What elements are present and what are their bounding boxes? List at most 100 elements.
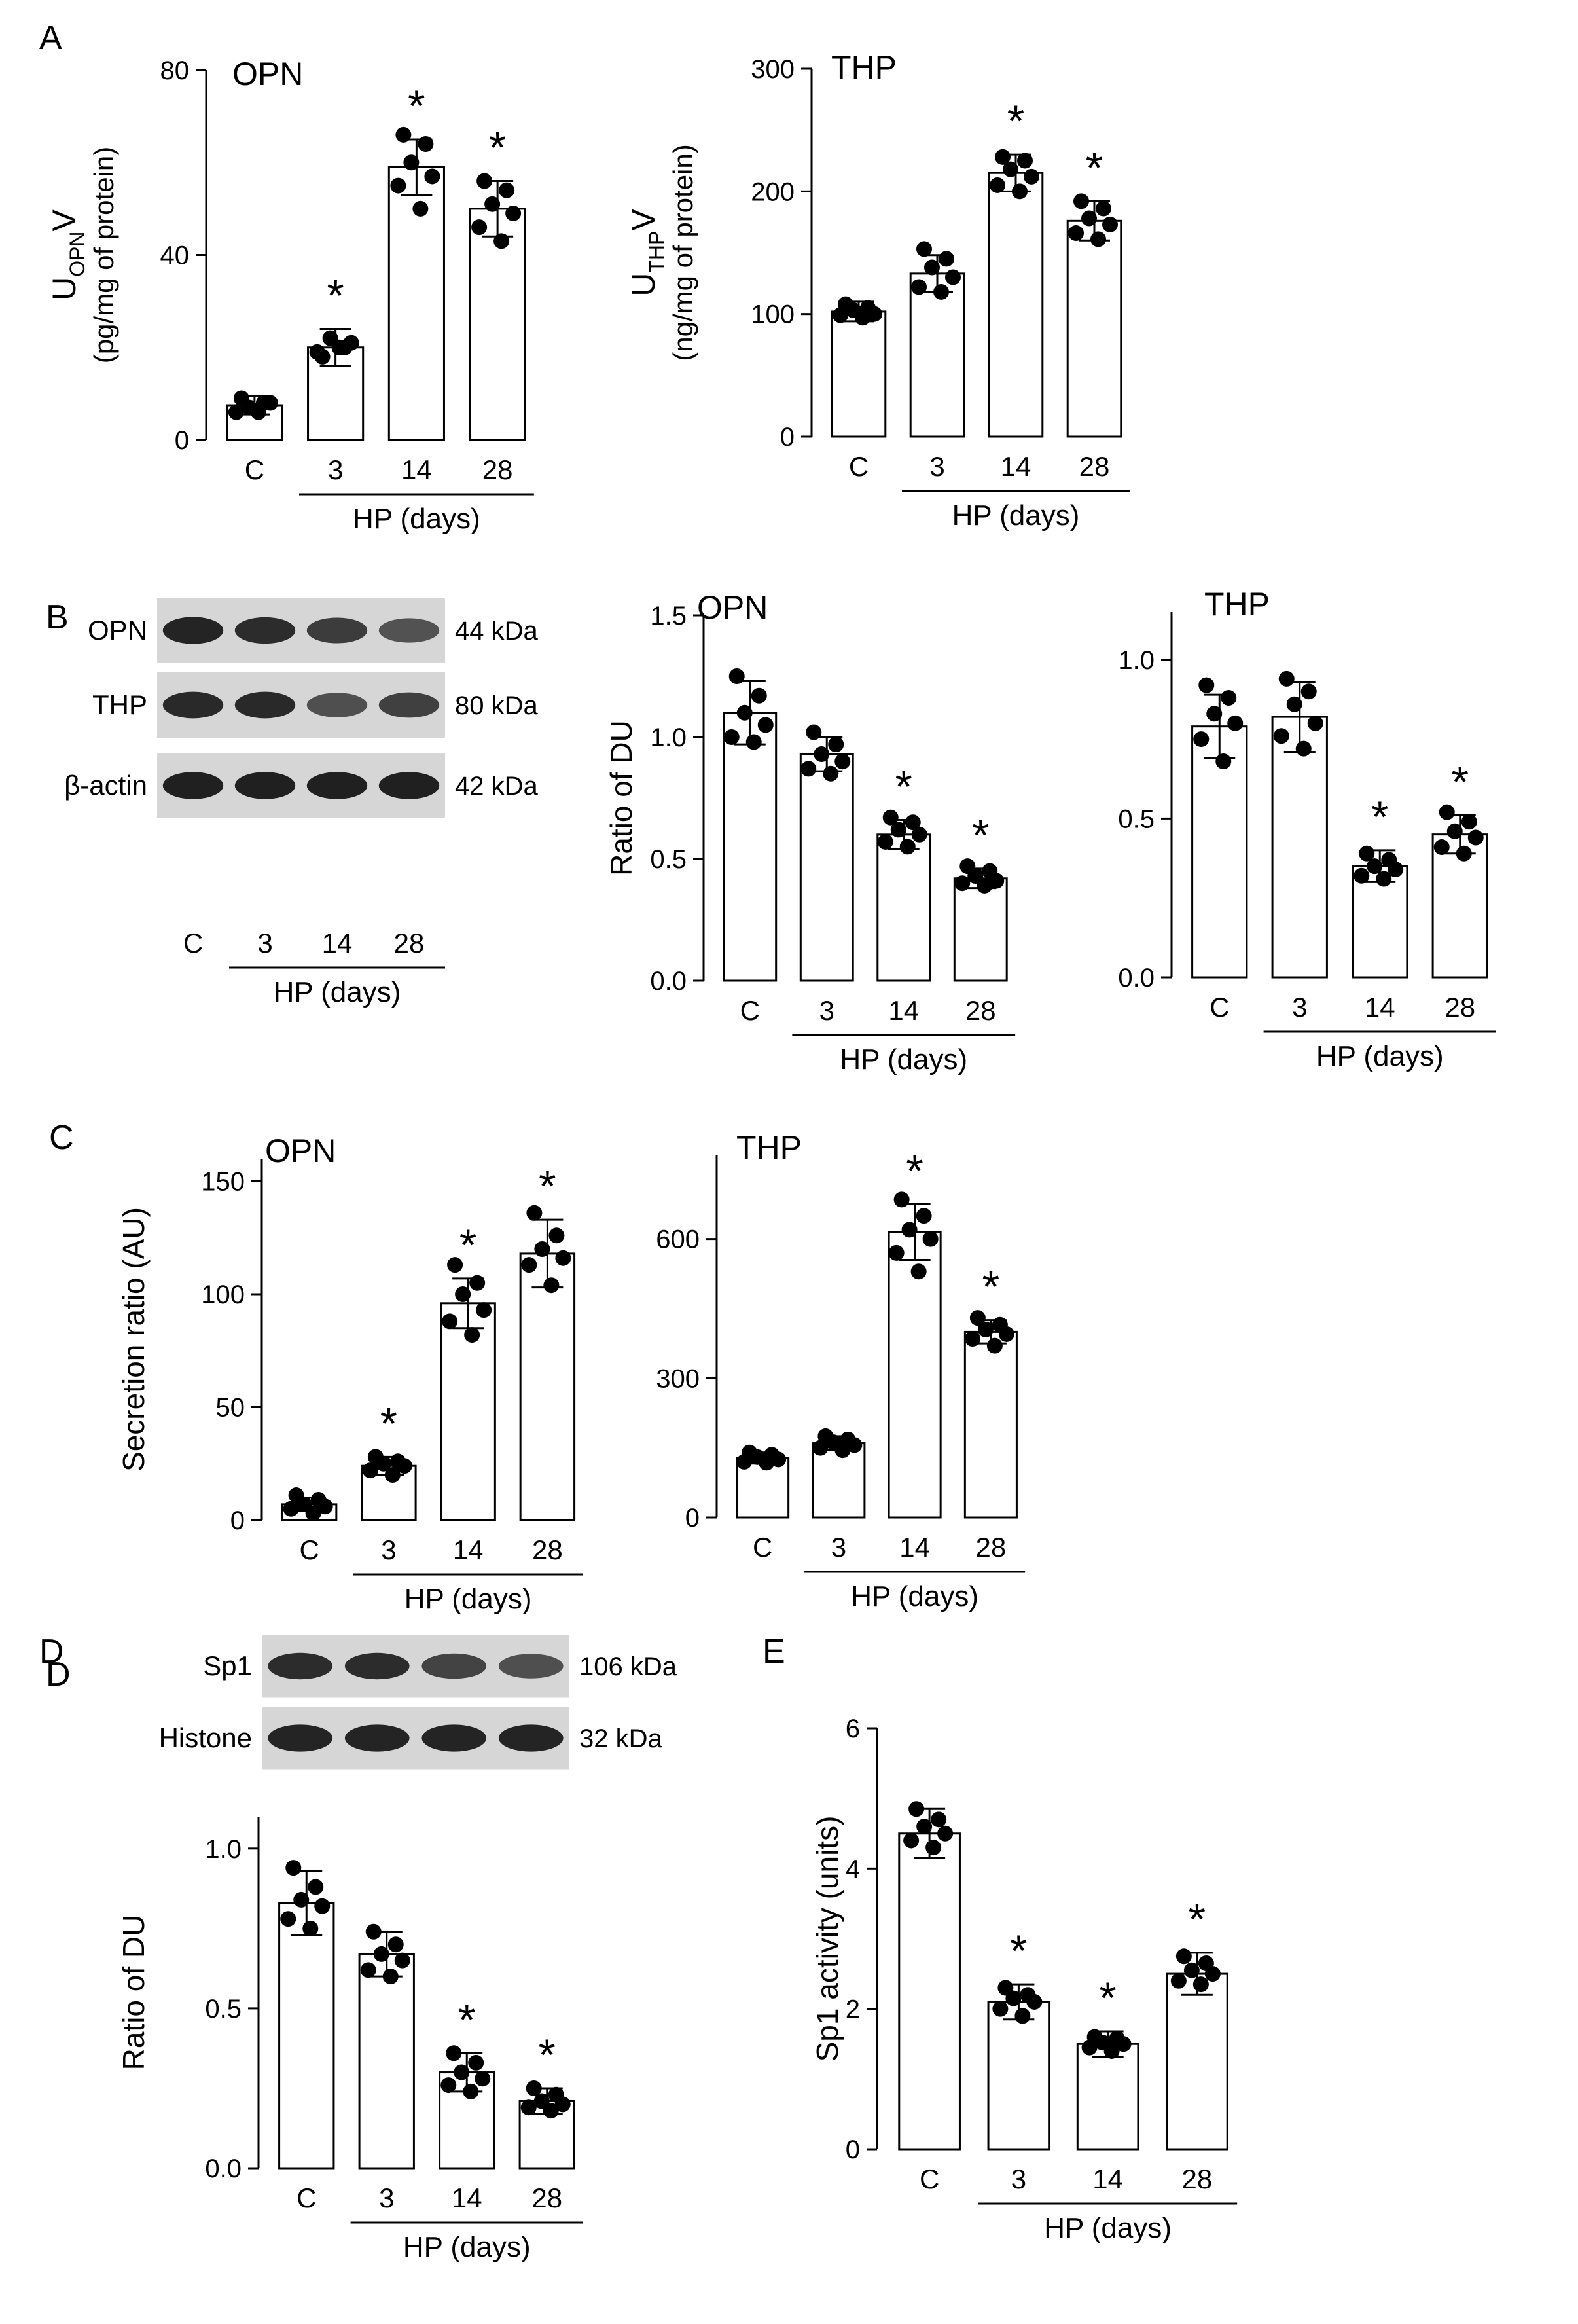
data-point xyxy=(969,1310,986,1326)
x-tick-label: 28 xyxy=(1444,992,1475,1023)
x-tick-label: 14 xyxy=(1001,451,1031,482)
x-tick-label: 14 xyxy=(401,454,432,485)
data-point xyxy=(442,1313,458,1330)
data-point xyxy=(373,1946,389,1962)
data-point xyxy=(846,1437,863,1453)
data-point xyxy=(1446,823,1463,839)
blot-band xyxy=(234,691,296,719)
data-point xyxy=(1193,731,1210,748)
data-point xyxy=(555,1250,571,1266)
y-tick-label: 0 xyxy=(685,1504,700,1533)
lane-label: 3 xyxy=(257,928,272,958)
data-point xyxy=(911,279,927,295)
bar xyxy=(876,833,931,982)
data-point xyxy=(403,154,420,171)
data-point xyxy=(995,149,1011,165)
data-point xyxy=(454,2064,470,2080)
data-point xyxy=(916,1208,932,1224)
y-tick-label: 50 xyxy=(216,1394,245,1423)
data-point xyxy=(1073,193,1089,209)
data-point xyxy=(814,746,830,763)
significance-star: * xyxy=(1452,757,1469,807)
y-tick-label: 200 xyxy=(751,177,795,206)
data-point xyxy=(833,307,848,323)
data-point xyxy=(1026,1993,1043,2010)
data-point xyxy=(463,2083,479,2099)
y-tick-label: 1.0 xyxy=(650,723,687,752)
blot-band xyxy=(234,617,296,644)
y-tick-label: 0.5 xyxy=(650,845,687,874)
y-tick-label: 80 xyxy=(160,56,190,85)
y-tick-label: 1.5 xyxy=(650,602,687,630)
data-point xyxy=(390,177,406,194)
x-tick-label: 3 xyxy=(1011,2164,1026,2194)
data-point xyxy=(412,200,429,217)
y-tick-label: 40 xyxy=(160,242,190,270)
y-tick-label: 0 xyxy=(175,426,189,455)
bar xyxy=(278,1902,335,2170)
data-point xyxy=(308,1879,324,1895)
data-point xyxy=(285,1860,302,1876)
data-point xyxy=(931,1811,947,1828)
panel-letter: B xyxy=(0,0,23,8)
data-point xyxy=(455,1286,471,1302)
x-tick-label: C xyxy=(1210,992,1229,1023)
data-point xyxy=(1005,1990,1022,2006)
y-tick-label: 100 xyxy=(751,300,795,329)
data-point xyxy=(1295,740,1312,757)
group-label: HP (days) xyxy=(1316,1040,1444,1072)
data-point xyxy=(954,875,971,892)
data-point xyxy=(770,1451,787,1468)
data-point xyxy=(867,306,882,322)
group-label: HP (days) xyxy=(404,1583,532,1615)
data-point xyxy=(933,283,949,300)
blot-size-label: 80 kDa xyxy=(455,691,538,720)
panel-letter: E xyxy=(762,1633,785,1671)
x-tick-label: 3 xyxy=(831,1532,846,1563)
x-tick-label: C xyxy=(299,1534,319,1565)
data-point xyxy=(1433,839,1450,856)
data-point xyxy=(899,839,916,855)
y-axis-label: Secretion ratio (AU) xyxy=(117,1207,151,1472)
y-tick-label: 150 xyxy=(201,1168,245,1197)
significance-star: * xyxy=(459,1220,476,1270)
x-tick-label: C xyxy=(849,451,869,482)
significance-star: * xyxy=(1010,1926,1027,1976)
x-tick-label: C xyxy=(296,2183,316,2213)
data-point xyxy=(910,1263,927,1280)
data-point xyxy=(1307,715,1323,731)
data-point xyxy=(1367,858,1383,875)
data-point xyxy=(828,736,844,753)
x-tick-label: 3 xyxy=(819,995,834,1026)
y-axis-label: Sp1 activity (units) xyxy=(810,1816,844,2062)
blot-row-label: THP xyxy=(92,689,147,720)
chart-panel: A 0 40 80 UOPNV (pg/mg of protein) OPN C * 3 * 14 * 2… xyxy=(39,19,534,535)
group-label: HP (days) xyxy=(952,499,1080,532)
data-point xyxy=(1215,753,1232,770)
data-point xyxy=(939,251,954,267)
blot-row-label: OPN xyxy=(88,615,147,645)
data-point xyxy=(305,1505,321,1521)
data-point xyxy=(548,1227,565,1244)
blot-band xyxy=(378,618,440,643)
y-axis-sublabel: (ng/mg of protein) xyxy=(668,144,698,361)
bar xyxy=(1271,716,1328,979)
data-point xyxy=(751,687,767,704)
data-point xyxy=(375,1455,391,1472)
data-point xyxy=(394,1952,410,1969)
data-point xyxy=(471,219,488,236)
data-point xyxy=(800,761,817,777)
x-tick-label: 28 xyxy=(976,1532,1007,1563)
panel-letter: A xyxy=(39,19,62,57)
data-point xyxy=(1273,728,1289,744)
x-tick-label: 28 xyxy=(1182,2164,1213,2194)
group-label: HP (days) xyxy=(353,503,480,535)
data-point xyxy=(387,1936,404,1953)
data-point xyxy=(493,233,510,249)
significance-star: * xyxy=(1099,1973,1116,2023)
chart-title: OPN xyxy=(697,589,768,626)
blot-band xyxy=(306,617,368,644)
data-point xyxy=(309,344,325,360)
